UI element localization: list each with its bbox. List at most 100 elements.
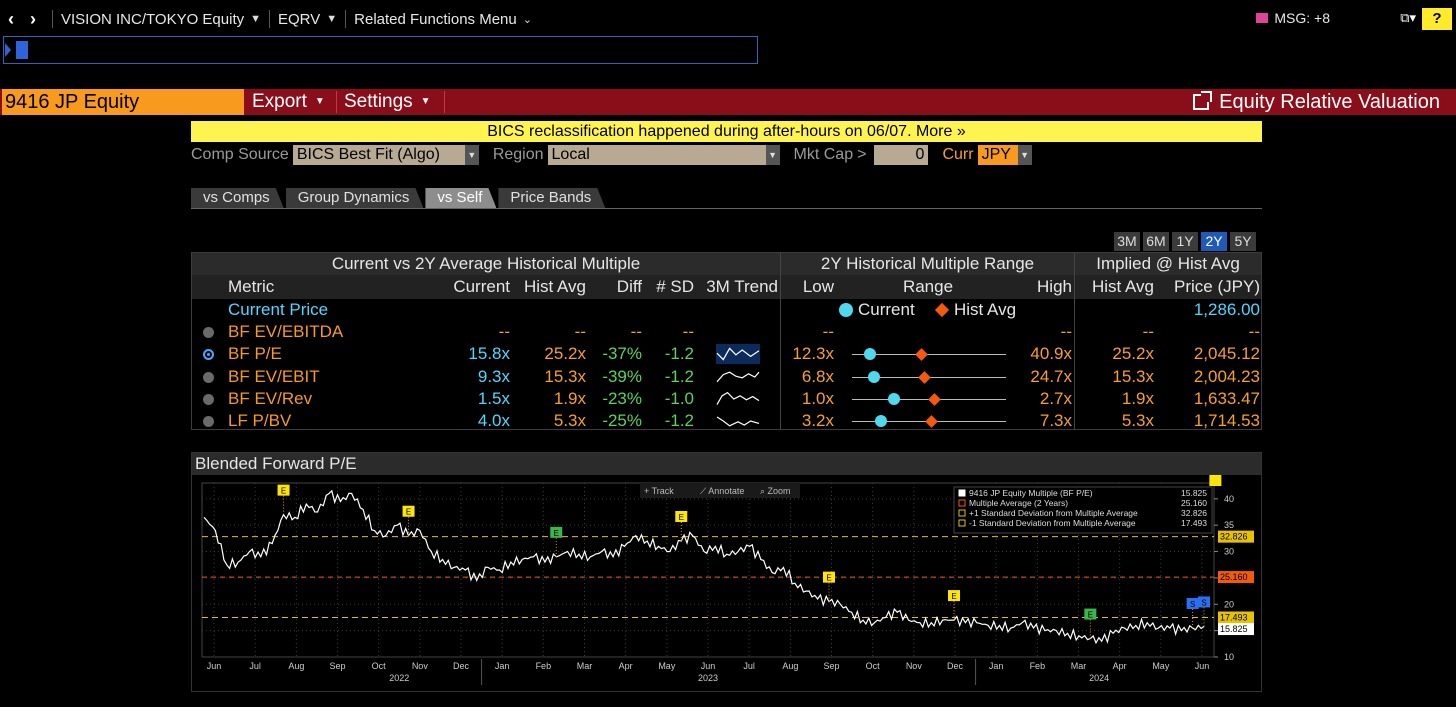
diff-value: -23%	[602, 389, 642, 408]
dropdown-caret-icon: ▼	[326, 13, 338, 25]
col-trend[interactable]: 3M Trend	[698, 275, 778, 299]
command-line-input[interactable]	[3, 36, 758, 64]
double-chevron-down-icon: ⌄	[522, 13, 532, 26]
comp-source-label: Comp Source	[191, 146, 289, 163]
period-1y-button[interactable]: 1Y	[1172, 232, 1198, 251]
row-select-radio[interactable]	[203, 327, 214, 338]
hist-avg-marker-icon	[918, 371, 932, 384]
diff-value: -37%	[602, 344, 642, 363]
x-tick-label: Jun	[1195, 661, 1210, 671]
divider	[52, 10, 53, 28]
col-sd[interactable]: # SD	[644, 275, 694, 299]
export-menu[interactable]: Export ▼	[252, 89, 325, 115]
event-marker	[402, 505, 415, 517]
tab-vs-self[interactable]: vs Self	[425, 188, 496, 208]
col-hist-avg[interactable]: Hist Avg	[512, 275, 586, 299]
related-functions-menu[interactable]: Related Functions Menu ⌄	[354, 11, 532, 28]
row-select-radio[interactable]	[203, 394, 214, 405]
high-value: 40.9x	[1030, 344, 1072, 363]
high-value: --	[1060, 322, 1072, 341]
sparkline-path	[716, 391, 760, 405]
dropdown-caret-icon: ▼	[314, 96, 325, 107]
average-value-tag-bg	[1218, 571, 1254, 584]
col-range: Range	[842, 275, 1014, 299]
tab-price-bands[interactable]: Price Bands	[498, 188, 605, 208]
current-marker-icon	[867, 371, 880, 383]
event-marker	[1186, 598, 1199, 609]
mkt-cap-field[interactable]: 0	[874, 145, 929, 165]
dropdown-caret-icon: ▼	[420, 96, 431, 107]
valuation-table: Current vs 2Y Average Historical Multipl…	[191, 252, 1262, 430]
function-label: EQRV	[278, 10, 321, 28]
metric-label[interactable]: BF EV/EBIT	[228, 367, 320, 386]
current-value: 9.3x	[477, 367, 510, 386]
col-low[interactable]: Low	[782, 275, 834, 299]
implied-price-value: 2,004.23	[1193, 367, 1260, 386]
period-5y-button[interactable]: 5Y	[1230, 232, 1256, 251]
legend-swatch	[958, 489, 966, 497]
chevron-down-icon[interactable]: ▼	[464, 145, 479, 165]
reclassification-notice[interactable]: BICS reclassification happened during af…	[191, 121, 1262, 142]
diff-value: -25%	[602, 411, 642, 430]
settings-menu[interactable]: Settings ▼	[344, 89, 431, 115]
tab-group-dynamics[interactable]: Group Dynamics	[286, 188, 424, 208]
plus-1sd-value-tag-bg	[1218, 530, 1254, 543]
x-tick-label: Aug	[782, 661, 798, 671]
window-options-icon[interactable]: ⧉▾	[1400, 10, 1416, 25]
ticker-field[interactable]: 9416 JP Equity	[2, 89, 244, 115]
currency-field[interactable]: JPY	[977, 145, 1018, 165]
x-tick-label: Apr	[619, 661, 633, 671]
metric-label[interactable]: LF P/BV	[228, 411, 292, 430]
metric-label[interactable]: BF EV/Rev	[228, 389, 313, 408]
col-current[interactable]: Current	[442, 275, 510, 299]
event-marker	[823, 571, 835, 583]
dropdown-caret-icon: ▼	[250, 13, 261, 25]
period-2y-button[interactable]: 2Y	[1201, 232, 1227, 251]
implied-price-value: 2,045.12	[1193, 344, 1260, 363]
hist-avg-value: 15.3x	[544, 367, 586, 386]
view-tabs: vs Comps Group Dynamics vs Self Price Ba…	[191, 188, 1262, 209]
security-selector[interactable]: VISION INC/TOKYO Equity ▼	[61, 11, 261, 28]
low-value: 3.2x	[801, 411, 834, 430]
implied-hist-avg-value: 1.9x	[1121, 389, 1154, 408]
metric-label[interactable]: BF EV/EBITDA	[228, 322, 344, 341]
period-3m-button[interactable]: 3M	[1114, 232, 1140, 251]
x-tick-label: Dec	[453, 661, 470, 671]
y-tick-label: 30	[1224, 547, 1234, 557]
region-field[interactable]: Local	[547, 145, 766, 165]
col-implied-hist-avg[interactable]: Hist Avg	[1078, 275, 1154, 299]
high-value: 7.3x	[1039, 411, 1072, 430]
forward-arrow-icon[interactable]: ›	[30, 8, 36, 29]
back-arrow-icon[interactable]: ‹	[8, 8, 14, 29]
row-select-radio[interactable]	[203, 416, 214, 427]
low-value: 12.3x	[792, 344, 834, 363]
divider	[269, 10, 270, 28]
x-tick-label: Nov	[906, 661, 923, 671]
function-title[interactable]: Equity Relative Valuation	[1193, 89, 1440, 115]
help-button[interactable]: ?	[1422, 8, 1452, 30]
divider	[336, 91, 337, 113]
implied-hist-avg-value: 15.3x	[1112, 367, 1154, 386]
y-tick-label: 40	[1224, 494, 1234, 504]
function-selector[interactable]: EQRV ▼	[278, 11, 337, 28]
col-metric[interactable]: Metric	[228, 275, 275, 299]
trend-sparkline	[716, 344, 760, 364]
sparkline-path	[716, 371, 760, 383]
x-tick-label: Jan	[495, 661, 510, 671]
x-year-label: 2022	[389, 673, 409, 683]
chevron-down-icon[interactable]: ▼	[1017, 145, 1032, 165]
chevron-down-icon[interactable]: ▼	[765, 145, 780, 165]
pe-history-chart[interactable]: Jun Jul Aug Sep Oct Nov Dec Jan Feb Mar Apr May Jun J…	[192, 475, 1261, 691]
metric-label[interactable]: BF P/E	[228, 344, 282, 363]
comp-source-field[interactable]: BICS Best Fit (Algo)	[292, 145, 465, 165]
row-select-radio[interactable]	[203, 372, 214, 383]
col-high[interactable]: High	[1022, 275, 1072, 299]
period-6m-button[interactable]: 6M	[1143, 232, 1169, 251]
row-select-radio[interactable]	[203, 349, 214, 360]
legend-swatch	[958, 519, 966, 527]
tab-vs-comps[interactable]: vs Comps	[191, 188, 284, 208]
col-price[interactable]: Price (JPY)	[1156, 275, 1260, 299]
legend-label: Multiple Average (2 Years)	[969, 498, 1068, 508]
col-diff[interactable]: Diff	[588, 275, 642, 299]
messages-button[interactable]: MSG: +8	[1256, 10, 1330, 26]
